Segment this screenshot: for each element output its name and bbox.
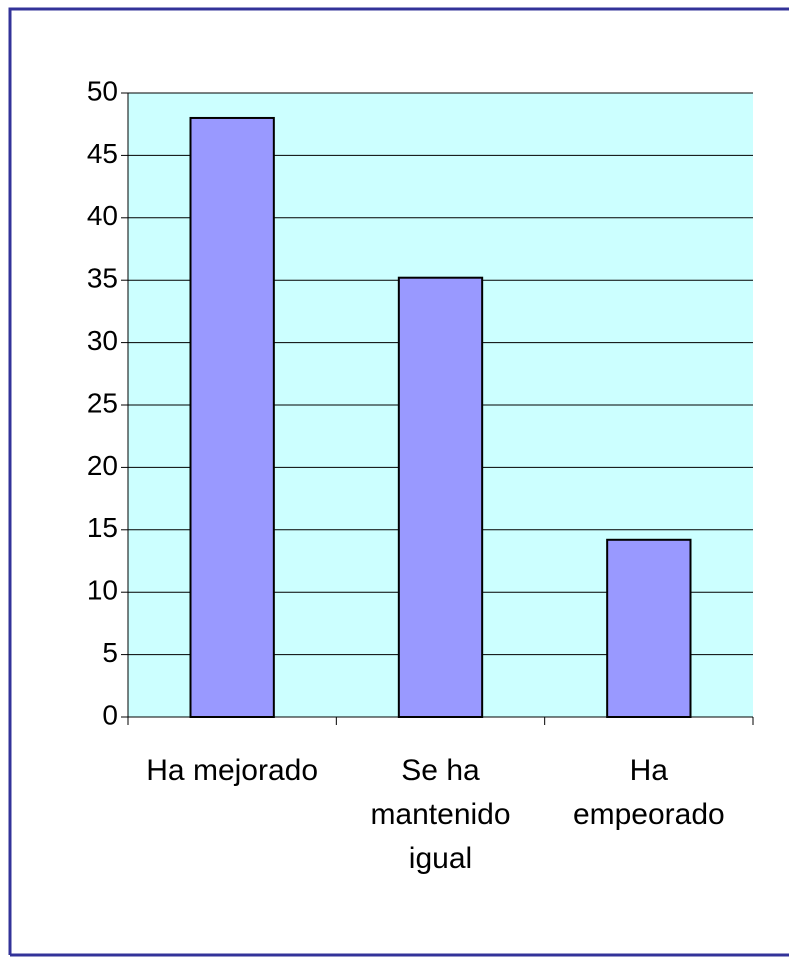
- x-tick-label: Ha empeorado: [572, 754, 725, 831]
- x-tick-label: Se ha mantenido igual: [370, 754, 511, 875]
- x-tick-label: Ha mejorado: [146, 754, 319, 787]
- y-tick-label: 0: [102, 699, 118, 730]
- frame: [8, 7, 789, 955]
- bar: [606, 538, 692, 718]
- y-tick-label: 25: [87, 387, 118, 418]
- y-tick-label: 40: [87, 200, 118, 231]
- y-tick-label: 50: [87, 75, 118, 106]
- y-tick-label: 15: [87, 512, 118, 543]
- bar: [189, 116, 275, 718]
- y-tick-label: 10: [87, 575, 118, 606]
- y-tick-label: 20: [87, 450, 118, 481]
- y-tick-label: 5: [102, 637, 118, 668]
- y-tick-label: 45: [87, 138, 118, 169]
- y-tick-label: 35: [87, 263, 118, 294]
- bar: [397, 276, 484, 718]
- y-tick-label: 30: [87, 325, 118, 356]
